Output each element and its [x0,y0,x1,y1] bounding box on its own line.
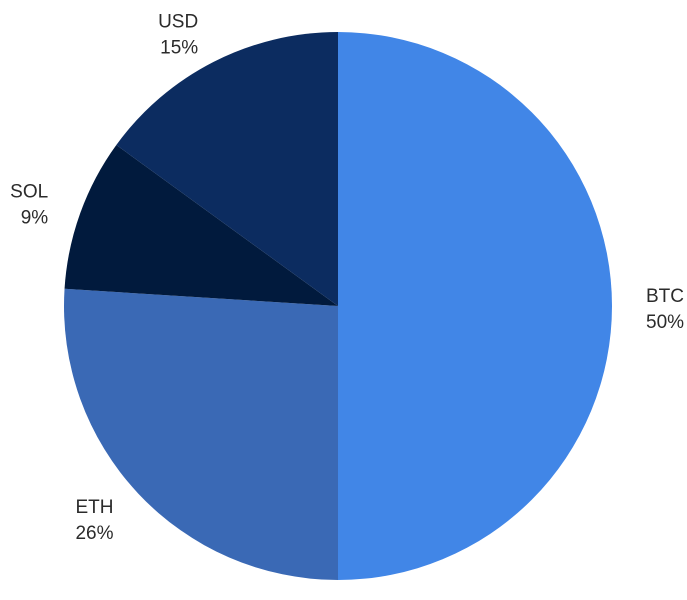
pie-label-btc: BTC 50% [646,286,684,333]
pie-label-category: SOL [10,182,48,203]
pie-label-category: ETH [76,497,114,518]
pie-label-value: 26% [75,523,113,544]
pie-label-category: USD [158,12,198,33]
pie-slice-usd [116,32,338,306]
pie-label-eth: ETH 26% [75,497,113,544]
pie-label-sol: SOL 9% [10,182,48,229]
pie-label-value: 9% [21,208,49,229]
pie-label-category: BTC [646,286,684,307]
pie-slice-eth [63,288,338,580]
pie-label-value: 15% [160,38,198,59]
pie-label-usd: USD 15% [158,12,198,59]
pie-slice-btc [338,32,612,580]
pie-slice-sol [64,144,338,306]
pie-slices [63,32,612,580]
pie-label-value: 50% [646,312,684,333]
pie-labels: BTC 50% ETH 26% SOL 9% USD 15% [10,12,684,544]
